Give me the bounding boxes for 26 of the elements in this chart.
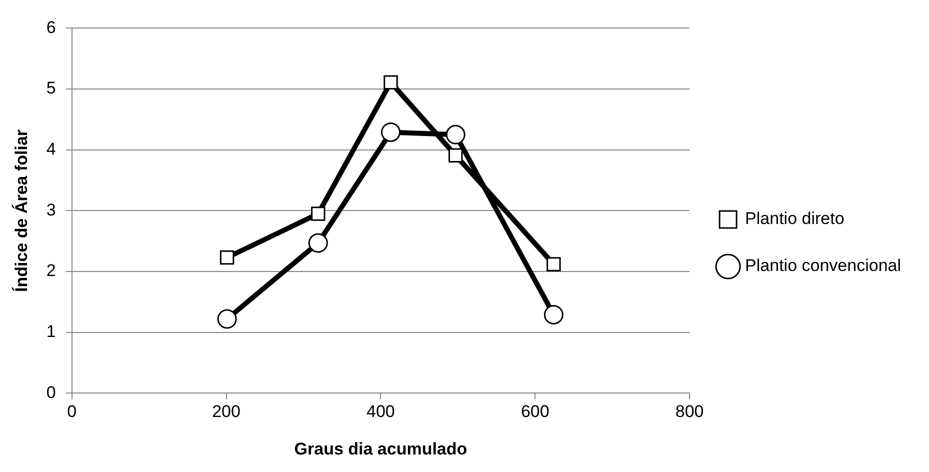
- point: [384, 75, 398, 90]
- legend-label: Plantio direto: [745, 209, 844, 228]
- point: [311, 206, 326, 221]
- x-tick-label: 400: [366, 402, 395, 422]
- point: [380, 122, 400, 142]
- point: [446, 124, 466, 144]
- x-tick-label: 800: [675, 402, 704, 422]
- x-tick-label: 600: [520, 402, 550, 422]
- point: [220, 250, 234, 265]
- y-tick-label: 6: [46, 18, 56, 37]
- point: [448, 148, 463, 162]
- legend-label: Plantio convencional: [745, 256, 902, 276]
- y-tick-label: 0: [46, 382, 56, 402]
- y-tick-label: 2: [46, 261, 56, 280]
- x-tick-label: 200: [212, 402, 240, 422]
- y-tick-label: 4: [46, 140, 56, 159]
- y-tick-label: 3: [46, 200, 56, 220]
- y-axis-title: Índice de Área foliar: [10, 129, 31, 292]
- y-tick-label: 5: [46, 78, 56, 98]
- point: [546, 257, 561, 272]
- point: [217, 309, 237, 329]
- x-tick-label: 0: [67, 402, 77, 422]
- y-tick-label: 1: [46, 322, 56, 342]
- x-axis-title: Graus dia acumulado: [294, 439, 468, 458]
- point: [308, 233, 328, 253]
- point: [544, 304, 564, 324]
